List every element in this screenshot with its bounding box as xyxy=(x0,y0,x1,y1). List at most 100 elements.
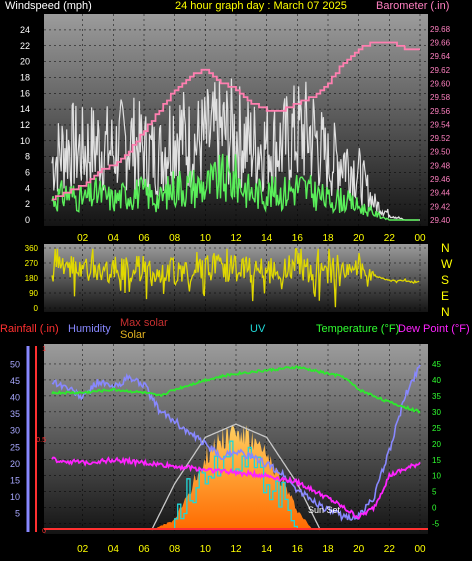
temp-x-tick: 10 xyxy=(200,544,212,555)
wind-x-tick: 22 xyxy=(384,233,396,244)
baro-y-tick: 29.54 xyxy=(430,120,451,129)
temp-x-tick: 06 xyxy=(138,544,150,555)
temp-x-tick: 22 xyxy=(384,544,396,555)
temp-y-tick: 40 xyxy=(432,376,441,385)
wind-axes: 02468101214161820222429.4029.4229.4429.4… xyxy=(20,25,451,244)
legend-dewpoint: Dew Point (°F) xyxy=(398,323,470,335)
temp-x-tick: 04 xyxy=(108,544,120,555)
temp-y-tick: 0 xyxy=(432,504,437,513)
direction-y-tick: 180 xyxy=(25,274,39,283)
dewpoint-line xyxy=(51,456,421,520)
wind-series xyxy=(51,41,420,221)
temp-x-tick: 20 xyxy=(353,544,365,555)
temp-y-tick: 15 xyxy=(432,456,441,465)
uv-line xyxy=(174,440,298,530)
baro-y-tick: 29.50 xyxy=(430,148,451,157)
wind-x-tick: 18 xyxy=(322,233,334,244)
wind-x-tick: 14 xyxy=(261,233,273,244)
legend-solar: Solar xyxy=(120,329,146,341)
temp-x-tick: 16 xyxy=(292,544,304,555)
humidity-y-tick: 5 xyxy=(15,508,20,518)
wind-x-tick: 12 xyxy=(230,233,242,244)
humidity-y-tick: 45 xyxy=(10,376,20,386)
direction-y-tick: 90 xyxy=(29,289,38,298)
direction-y-tick: 360 xyxy=(25,244,39,253)
temp-y-tick: 5 xyxy=(432,488,437,497)
humidity-y-tick: 20 xyxy=(10,459,20,469)
temp-y-tick: 30 xyxy=(432,408,441,417)
temp-x-tick: 00 xyxy=(414,544,426,555)
compass-label: N xyxy=(441,241,450,255)
header-right: Barometer (.in) xyxy=(376,0,450,12)
temp-y-tick: 25 xyxy=(432,424,441,433)
wind-y-tick: 4 xyxy=(25,183,30,193)
humidity-y-tick: 35 xyxy=(10,409,20,419)
wind-x-tick: 00 xyxy=(414,233,426,244)
temp-y-tick: 35 xyxy=(432,392,441,401)
wind-y-tick: 14 xyxy=(20,104,30,114)
compass-label: S xyxy=(441,273,449,287)
max-solar-line xyxy=(151,423,321,531)
baro-y-tick: 29.46 xyxy=(430,175,451,184)
humidity-y-tick: 40 xyxy=(10,393,20,403)
wind-y-tick: 6 xyxy=(25,167,30,177)
temp-x-tick: 18 xyxy=(322,544,334,555)
compass-label: W xyxy=(441,257,453,271)
wind-x-tick: 04 xyxy=(108,233,120,244)
solar-area xyxy=(151,425,313,530)
avg-wind-line xyxy=(51,153,420,221)
wind-y-tick: 24 xyxy=(20,25,30,35)
humidity-y-tick: 10 xyxy=(10,492,20,502)
legend-temperature: Temperature (°F) xyxy=(316,323,400,335)
rain-y-tick: 0 xyxy=(42,528,46,535)
humidity-y-tick: 25 xyxy=(10,442,20,452)
temp-x-tick: 08 xyxy=(169,544,181,555)
temp-y-tick: -5 xyxy=(432,520,440,529)
legend-maxsolar: Max solar xyxy=(120,317,168,329)
baro-y-tick: 29.56 xyxy=(430,107,451,116)
direction-y-tick: 0 xyxy=(34,304,39,313)
legend-rainfall: Rainfall (.in) xyxy=(0,323,59,335)
wind-x-tick: 06 xyxy=(138,233,150,244)
humidity-y-tick: 30 xyxy=(10,426,20,436)
compass-label: E xyxy=(441,289,449,303)
wind-y-tick: 20 xyxy=(20,57,30,67)
direction-line xyxy=(51,248,420,308)
wind-y-tick: 16 xyxy=(20,88,30,98)
baro-y-tick: 29.58 xyxy=(430,93,451,102)
temp-x-tick: 12 xyxy=(230,544,242,555)
humidity-y-tick: 50 xyxy=(10,360,20,370)
baro-y-tick: 29.64 xyxy=(430,52,451,61)
temp-y-tick: 10 xyxy=(432,472,441,481)
wind-x-tick: 08 xyxy=(169,233,181,244)
baro-y-tick: 29.66 xyxy=(430,38,451,47)
legend-uv: UV xyxy=(250,323,266,335)
legend-humidity: Humidity xyxy=(68,323,111,335)
baro-y-tick: 29.68 xyxy=(430,25,451,34)
wind-x-tick: 16 xyxy=(292,233,304,244)
temp-series xyxy=(44,364,428,531)
temp-y-tick: 45 xyxy=(432,360,441,369)
wind-y-tick: 12 xyxy=(20,120,30,130)
baro-y-tick: 29.48 xyxy=(430,161,451,170)
baro-y-tick: 29.60 xyxy=(430,79,451,88)
compass-label: N xyxy=(441,305,450,319)
wind-y-tick: 0 xyxy=(25,215,30,225)
temp-y-tick: 20 xyxy=(432,440,441,449)
wind-y-tick: 2 xyxy=(25,199,30,209)
baro-y-tick: 29.62 xyxy=(430,66,451,75)
humidity-y-tick: 15 xyxy=(10,475,20,485)
barometer-line xyxy=(52,41,420,201)
wind-y-tick: 22 xyxy=(20,41,30,51)
wind-y-tick: 10 xyxy=(20,136,30,146)
wind-y-tick: 8 xyxy=(25,152,30,162)
direction-series xyxy=(51,248,420,308)
baro-y-tick: 29.40 xyxy=(430,216,451,225)
temp-x-tick: 14 xyxy=(261,544,273,555)
rain-y-tick: 0.5 xyxy=(36,437,46,444)
header-left: Windspeed (mph) xyxy=(5,0,92,12)
wind-x-tick: 20 xyxy=(353,233,365,244)
wind-x-tick: 02 xyxy=(77,233,89,244)
